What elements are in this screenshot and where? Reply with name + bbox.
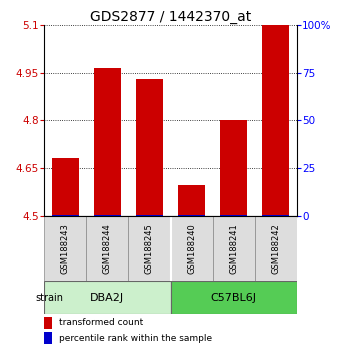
Text: DBA2J: DBA2J xyxy=(90,293,124,303)
Text: GSM188241: GSM188241 xyxy=(229,223,238,274)
Text: GSM188243: GSM188243 xyxy=(61,223,70,274)
Bar xyxy=(220,215,247,216)
Bar xyxy=(212,216,255,281)
Bar xyxy=(86,216,129,281)
Bar xyxy=(129,216,170,281)
Text: C57BL6J: C57BL6J xyxy=(211,293,256,303)
Bar xyxy=(136,79,163,216)
Bar xyxy=(44,216,86,281)
Text: strain: strain xyxy=(35,293,63,303)
Bar xyxy=(178,215,205,216)
Text: GSM188240: GSM188240 xyxy=(187,223,196,274)
Bar xyxy=(220,120,247,216)
Text: transformed count: transformed count xyxy=(59,319,144,327)
Text: GSM188244: GSM188244 xyxy=(103,223,112,274)
Bar xyxy=(262,25,289,216)
Bar xyxy=(262,215,289,216)
Bar xyxy=(44,332,52,344)
Text: GSM188242: GSM188242 xyxy=(271,223,280,274)
Text: GSM188245: GSM188245 xyxy=(145,223,154,274)
Bar xyxy=(170,281,297,314)
Bar xyxy=(136,215,163,216)
Bar xyxy=(44,281,170,314)
Bar xyxy=(52,158,79,216)
Bar xyxy=(178,185,205,216)
Bar xyxy=(170,216,212,281)
Bar xyxy=(94,68,121,216)
Title: GDS2877 / 1442370_at: GDS2877 / 1442370_at xyxy=(90,10,251,24)
Bar xyxy=(44,318,52,329)
Bar xyxy=(255,216,297,281)
Text: percentile rank within the sample: percentile rank within the sample xyxy=(59,333,212,343)
Bar xyxy=(94,215,121,216)
Bar xyxy=(52,215,79,216)
